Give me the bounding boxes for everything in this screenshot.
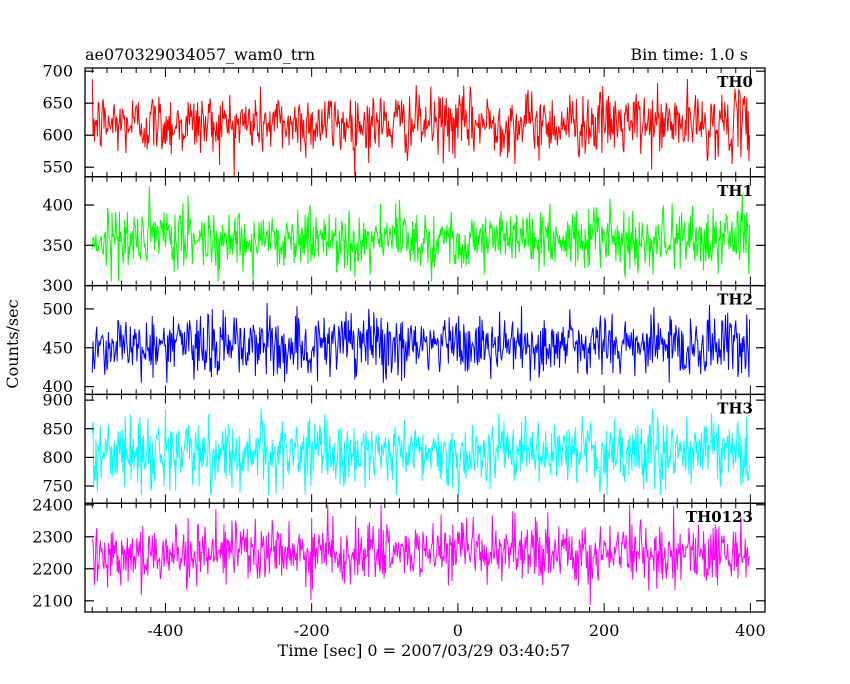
x-tick-label: 0 (453, 621, 463, 640)
x-tick-label: 200 (589, 621, 620, 640)
series-line-th3 (91, 407, 751, 495)
y-tick-label: 500 (42, 299, 73, 318)
y-tick-label: 400 (42, 196, 73, 215)
y-tick-label: 850 (42, 419, 73, 438)
panel-label-th1: TH1 (717, 182, 753, 200)
y-tick-label: 2400 (32, 495, 73, 514)
panel-frame-th0123 (84, 502, 766, 613)
y-tick-label: 300 (42, 276, 73, 295)
y-tick-label: 400 (42, 377, 73, 396)
panel-th0123: 2100 2200 2300 2400 TH0123 (32, 495, 766, 613)
panel-th3: 750 800 850 900 TH3 (42, 391, 766, 504)
y-tick-label: 2100 (32, 591, 73, 610)
panels-layer: 550 600 650 700 TH0 300 350 400 TH1 400 450 500 TH2 7… (32, 62, 766, 640)
y-tick-label: 2300 (32, 527, 73, 546)
panel-th1: 300 350 400 TH1 (42, 176, 766, 295)
y-tick-label: 350 (42, 236, 73, 255)
chart-title-right: Bin time: 1.0 s (630, 45, 748, 64)
x-tick-label: 400 (735, 621, 766, 640)
x-axis-label: Time [sec] 0 = 2007/03/29 03:40:57 (278, 641, 571, 660)
series-line-th0123 (91, 504, 751, 605)
panel-th2: 400 450 500 TH2 (42, 284, 766, 396)
chart-title-left: ae070329034057_wam0_trn (85, 45, 315, 64)
y-tick-label: 2200 (32, 559, 73, 578)
y-tick-label: 450 (42, 338, 73, 357)
y-tick-label: 700 (42, 62, 73, 81)
y-axis-label: Counts/sec (3, 299, 22, 388)
panel-th0: 550 600 650 700 TH0 (42, 62, 766, 178)
y-tick-label: 800 (42, 448, 73, 467)
x-tick-label: -400 (147, 621, 183, 640)
x-tick-label: -200 (294, 621, 330, 640)
panel-label-th0: TH0 (717, 73, 753, 91)
panel-label-th2: TH2 (717, 291, 753, 309)
y-tick-label: 550 (42, 158, 73, 177)
y-tick-label: 650 (42, 94, 73, 113)
y-tick-label: 900 (42, 391, 73, 410)
series-line-th0 (91, 78, 751, 177)
panel-label-th0123: TH0123 (686, 508, 753, 526)
series-line-th1 (91, 185, 751, 282)
series-line-th2 (91, 302, 751, 383)
y-tick-label: 600 (42, 126, 73, 145)
y-tick-label: 750 (42, 477, 73, 496)
panel-label-th3: TH3 (717, 399, 753, 417)
